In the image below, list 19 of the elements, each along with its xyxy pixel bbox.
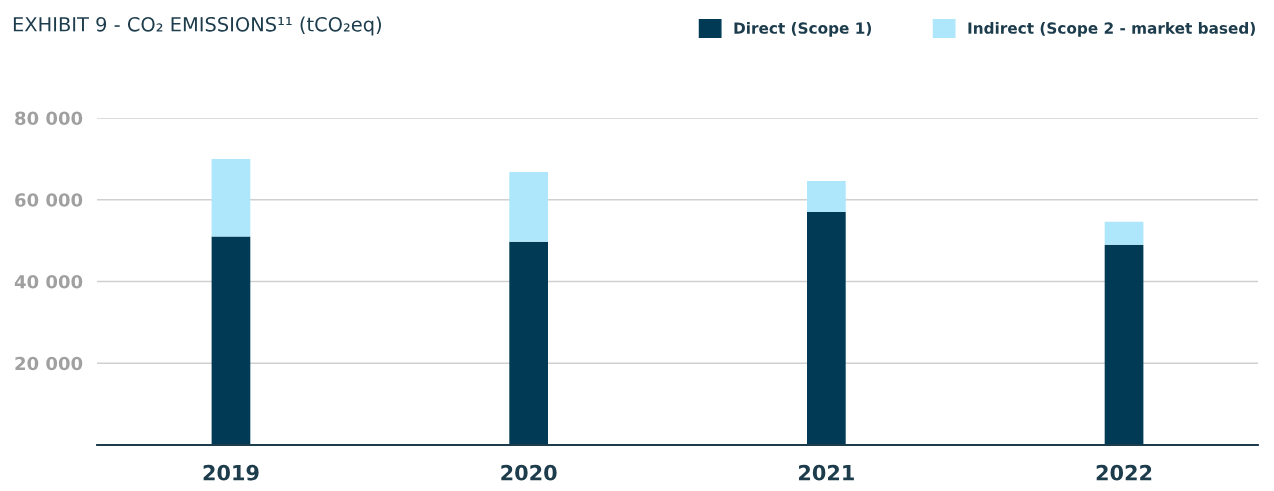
x-tick-label: 2021 [799,464,854,481]
y-tick-label: 80 000 [15,111,83,126]
bar [1104,221,1144,245]
bar [807,180,846,213]
x-tick-label: 2020 [501,464,557,481]
bar [1104,244,1144,445]
bar [509,241,548,445]
legend-label: Indirect (Scope 2 - market based) [968,22,1255,37]
y-tick-label: 40 000 [14,274,83,289]
x-tick-label: 2019 [203,464,259,481]
bar [807,212,846,445]
bar [211,236,251,445]
bar [509,171,548,242]
legend-label: Direct (Scope 1) [734,22,872,37]
bar [211,158,251,237]
y-tick-label: 20 000 [15,356,83,371]
y-tick-label: 60 000 [15,193,83,207]
chart-title: EXHIBIT 9 - CO₂ EMISSIONS¹¹ (tCO₂eq) [13,16,381,36]
x-tick-label: 2022 [1096,464,1152,481]
